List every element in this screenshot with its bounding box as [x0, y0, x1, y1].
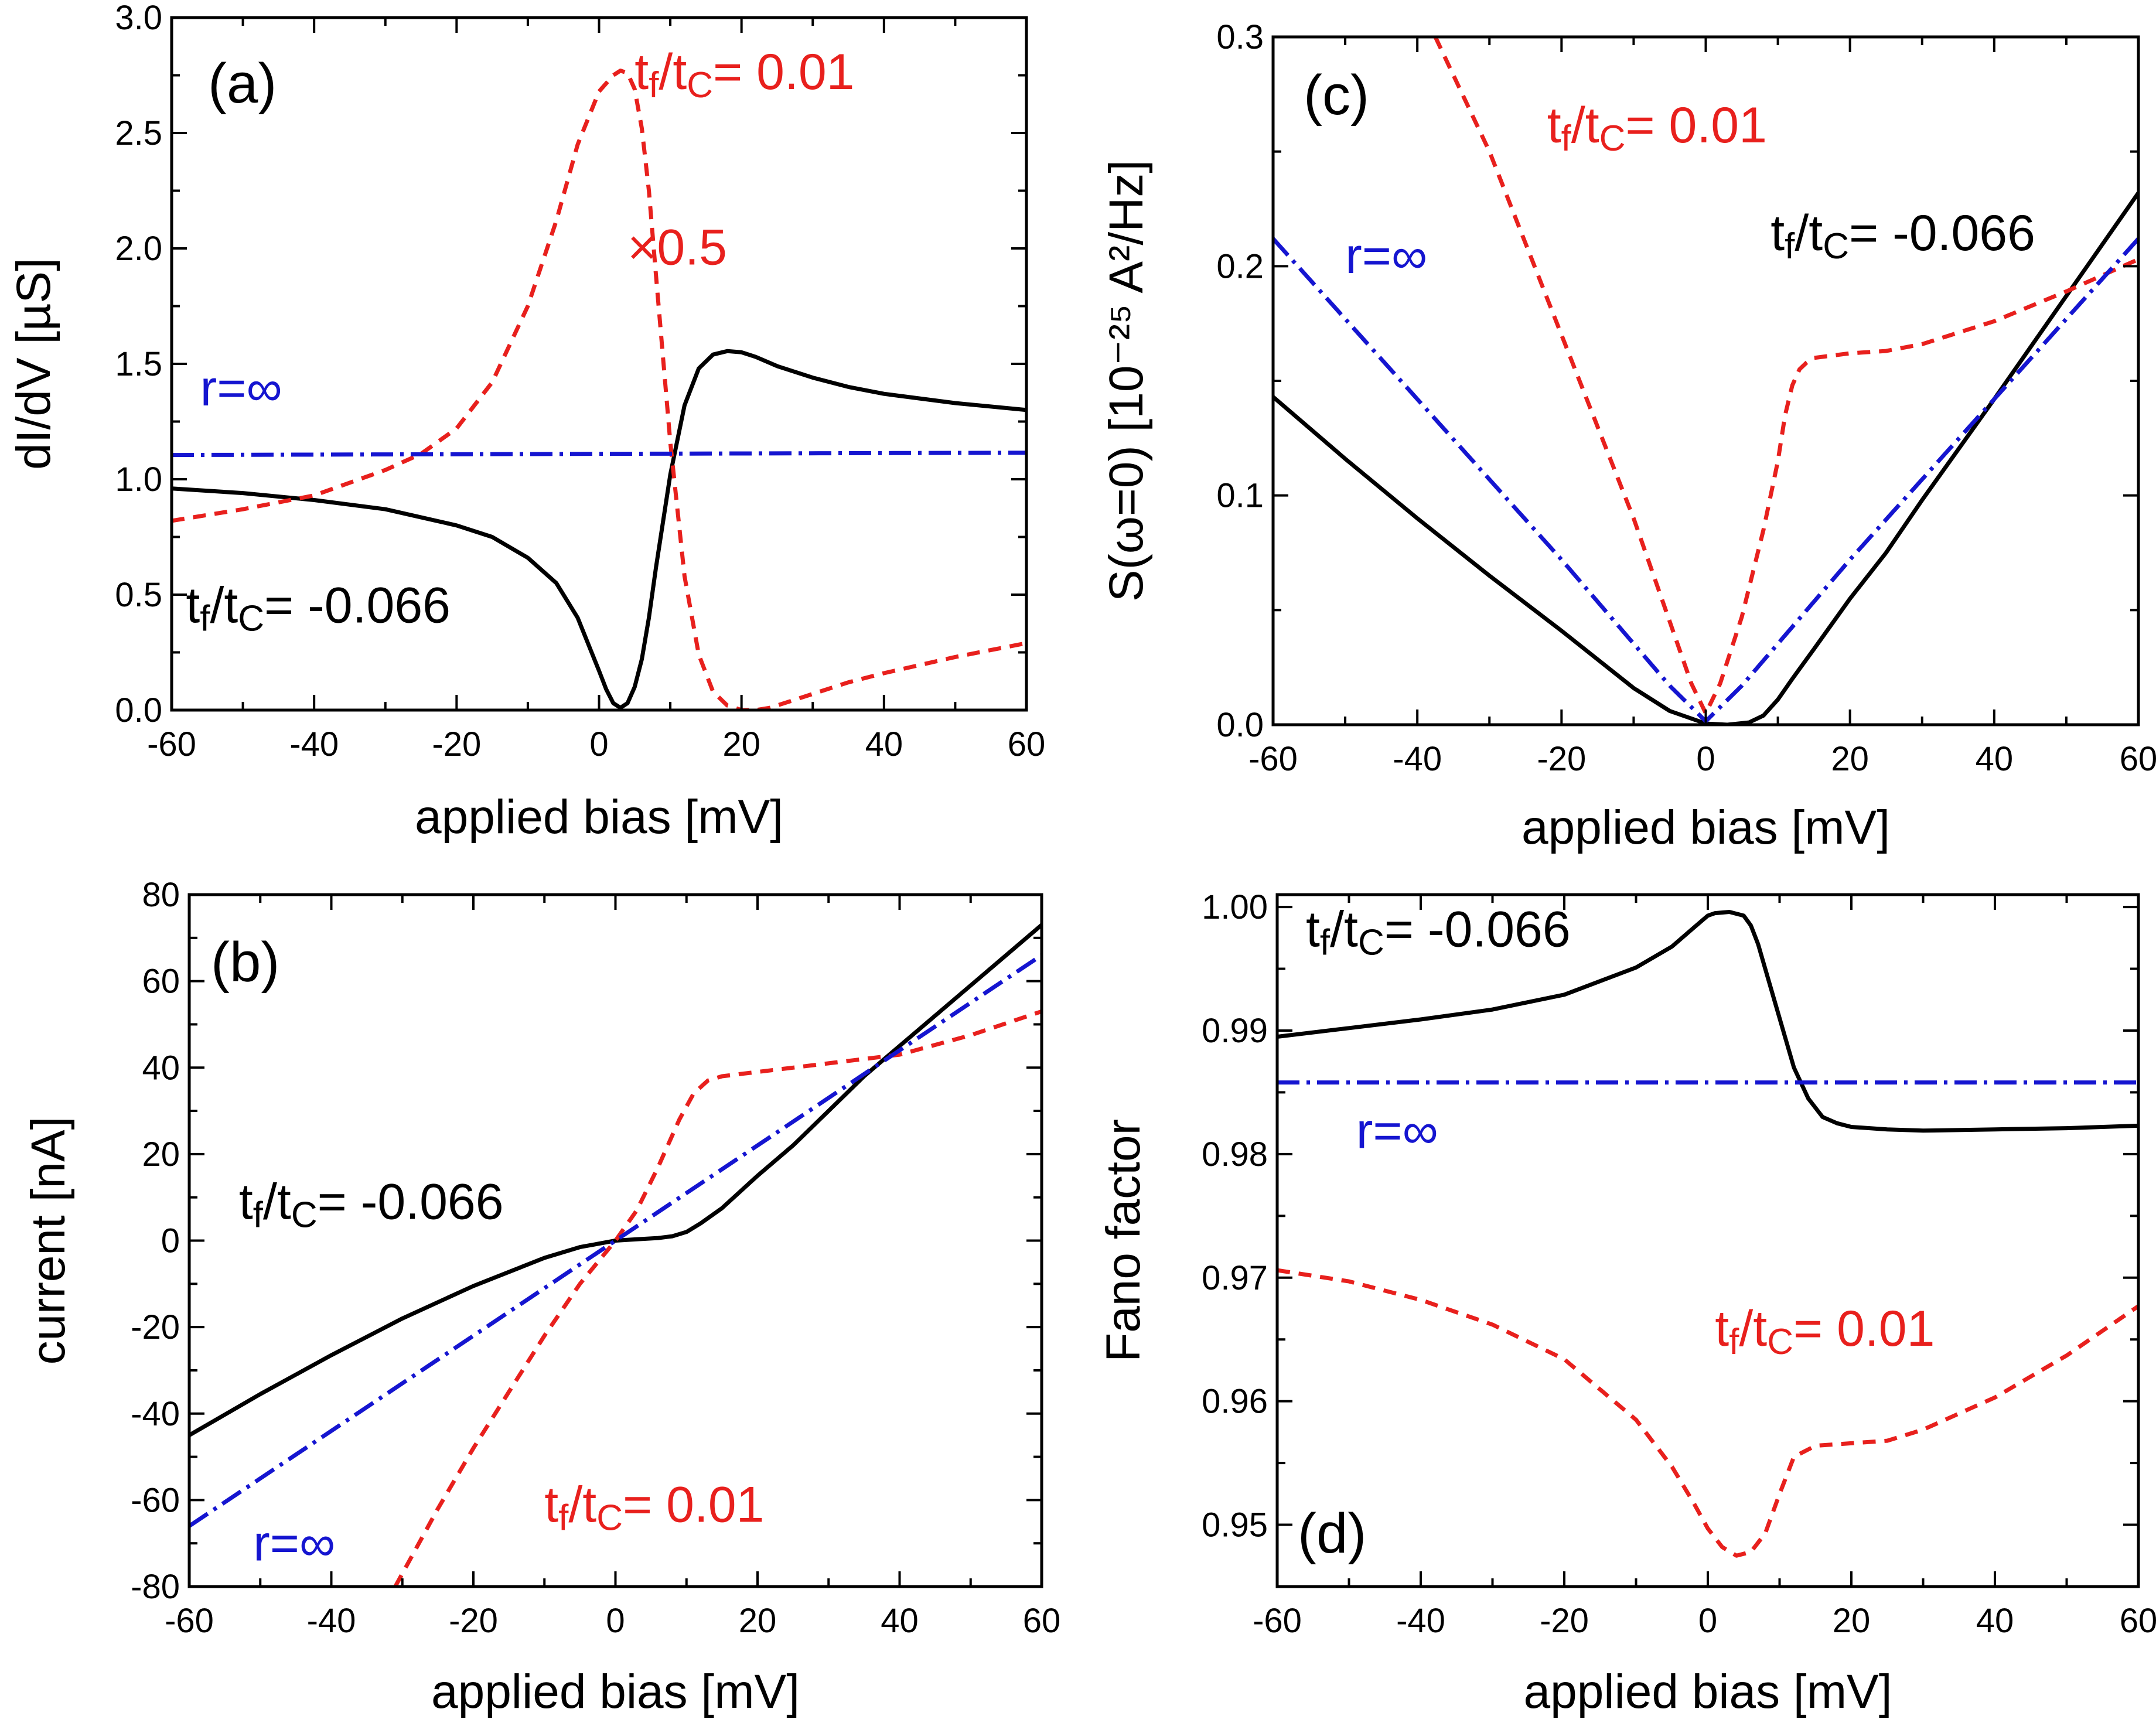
series-line-black: [1273, 192, 2138, 725]
annotation-black: tf/tC= -0.066: [1770, 205, 2035, 267]
y-tick-label: 0: [161, 1222, 180, 1260]
x-tick-label: 20: [1831, 740, 1869, 778]
y-tick-label: 0.96: [1202, 1383, 1268, 1421]
y-tick-label: 1.00: [1202, 888, 1268, 926]
x-tick-label: -20: [1540, 1602, 1589, 1640]
series-group: [1277, 910, 2138, 1558]
annotation-blue: r=∞: [253, 1516, 335, 1572]
series-group: [189, 923, 1042, 1587]
panel-label: (d): [1298, 1502, 1366, 1565]
y-axis-label: S(ω=0) [10⁻²⁵ A²/Hz]: [1100, 160, 1153, 602]
x-tick-label: -40: [307, 1602, 356, 1640]
y-tick-label: 2.0: [115, 230, 162, 268]
plot-frame: [1275, 893, 2140, 1588]
y-tick-label: -60: [131, 1481, 180, 1519]
x-tick-label: 40: [1976, 740, 2014, 778]
y-axis-label: current [nA]: [22, 1117, 75, 1365]
x-axis-label: applied bias [mV]: [1523, 1665, 1892, 1718]
annotation-red: tf/tC= 0.01: [544, 1476, 764, 1538]
x-tick-label: -60: [1248, 740, 1298, 778]
x-axis-label: applied bias [mV]: [415, 790, 783, 844]
y-tick-label: 60: [142, 963, 180, 1001]
y-tick-label: 3.0: [115, 0, 162, 37]
x-axis-label: applied bias [mV]: [431, 1665, 800, 1718]
panel-b: -60 -40 -20 0 20 40 60-80-60-40-20020406080app…: [22, 876, 1060, 1718]
annotation-red: ×0.5: [627, 220, 727, 276]
y-tick-label: 80: [142, 876, 180, 914]
x-tick-label: 0: [589, 725, 608, 763]
x-tick-label: 40: [1976, 1602, 2014, 1640]
series-line-black: [189, 923, 1042, 1437]
y-tick-label: 0.2: [1216, 247, 1264, 285]
y-tick-label: 0.99: [1202, 1012, 1268, 1050]
panel-label: (b): [211, 931, 279, 994]
x-tick-label: 20: [722, 725, 760, 763]
y-tick-label: 0.97: [1202, 1259, 1268, 1297]
annotation-black: tf/tC= -0.066: [186, 577, 451, 639]
panel-a: -60 -40 -20 0 20 40 60 0.0 0.5 1.0 1.5 2.0 2.5 3.0 app…: [7, 0, 1045, 844]
annotation-red: tf/tC= 0.01: [1547, 97, 1767, 159]
annotation-black: tf/tC= -0.066: [239, 1174, 504, 1236]
x-tick-label: 20: [1833, 1602, 1871, 1640]
x-tick-label: 20: [739, 1602, 777, 1640]
series-line-blue: [189, 953, 1042, 1528]
panel-label: (c): [1304, 64, 1369, 127]
x-tick-label: 60: [1008, 725, 1046, 763]
annotation-blue: r=∞: [1356, 1103, 1438, 1159]
y-tick-label: 0.0: [115, 691, 162, 729]
annotation-red: tf/tC= 0.01: [634, 44, 854, 105]
y-axis-label: Fano factor: [1097, 1119, 1150, 1362]
panel-c: -60 -40 -20 0 20 40 60 0.0 0.1 0.2 0.3 applied bias…: [1100, 18, 2156, 854]
x-tick-label: -60: [165, 1602, 214, 1640]
y-tick-label: 2.5: [115, 114, 162, 152]
x-tick-label: 0: [1696, 740, 1715, 778]
series-line-red: [393, 1009, 1042, 1587]
x-tick-label: -20: [432, 725, 481, 763]
series-line-blue: [172, 451, 1026, 458]
x-tick-label: -40: [289, 725, 339, 763]
series-line-red: [1277, 1268, 2138, 1558]
x-tick-label: 40: [881, 1602, 919, 1640]
series-line-black: [1277, 910, 2138, 1133]
series-line-red: [172, 69, 1026, 710]
x-tick-label: 60: [1023, 1602, 1061, 1640]
x-tick-label: 0: [1698, 1602, 1717, 1640]
y-tick-label: 1.0: [115, 461, 162, 499]
y-tick-label: 0.5: [115, 576, 162, 614]
y-tick-label: 0.98: [1202, 1135, 1268, 1174]
annotation-black: tf/tC= -0.066: [1306, 902, 1571, 963]
y-tick-label: -20: [131, 1308, 180, 1346]
x-tick-label: -40: [1396, 1602, 1445, 1640]
series-line-blue: [1273, 237, 2138, 724]
y-tick-label: 20: [142, 1135, 180, 1174]
x-tick-label: 60: [2120, 740, 2156, 778]
y-tick-label: -40: [131, 1395, 180, 1433]
x-axis-label: applied bias [mV]: [1522, 801, 1890, 854]
x-tick-label: 0: [606, 1602, 625, 1640]
y-tick-label: 0.3: [1216, 18, 1264, 56]
annotation-blue: r=∞: [1345, 228, 1427, 284]
x-tick-label: -60: [147, 725, 196, 763]
y-tick-label: 0.0: [1216, 706, 1264, 744]
y-axis-label: dI/dV [µS]: [7, 258, 60, 470]
series-group: [172, 69, 1026, 710]
y-tick-label: 0.1: [1216, 477, 1264, 515]
panel-label: (a): [208, 52, 277, 115]
x-tick-label: -60: [1253, 1602, 1302, 1640]
x-tick-label: -20: [449, 1602, 498, 1640]
annotation-red: tf/tC= 0.01: [1715, 1301, 1935, 1362]
series-line-red: [1433, 37, 2138, 715]
panel-d: -60 -40 -20 0 20 40 60 0.95 0.96 0.97 0.98 0.99 1.00…: [1097, 888, 2156, 1718]
annotation-blue: r=∞: [200, 360, 282, 417]
y-tick-label: 40: [142, 1049, 180, 1087]
y-tick-label: 1.5: [115, 345, 162, 383]
y-tick-label: -80: [131, 1568, 180, 1606]
x-tick-label: 60: [2120, 1602, 2156, 1640]
x-tick-label: 40: [865, 725, 903, 763]
x-tick-label: -20: [1537, 740, 1586, 778]
series-line-black: [172, 349, 1026, 710]
x-tick-label: -40: [1393, 740, 1442, 778]
y-tick-label: 0.95: [1202, 1506, 1268, 1544]
